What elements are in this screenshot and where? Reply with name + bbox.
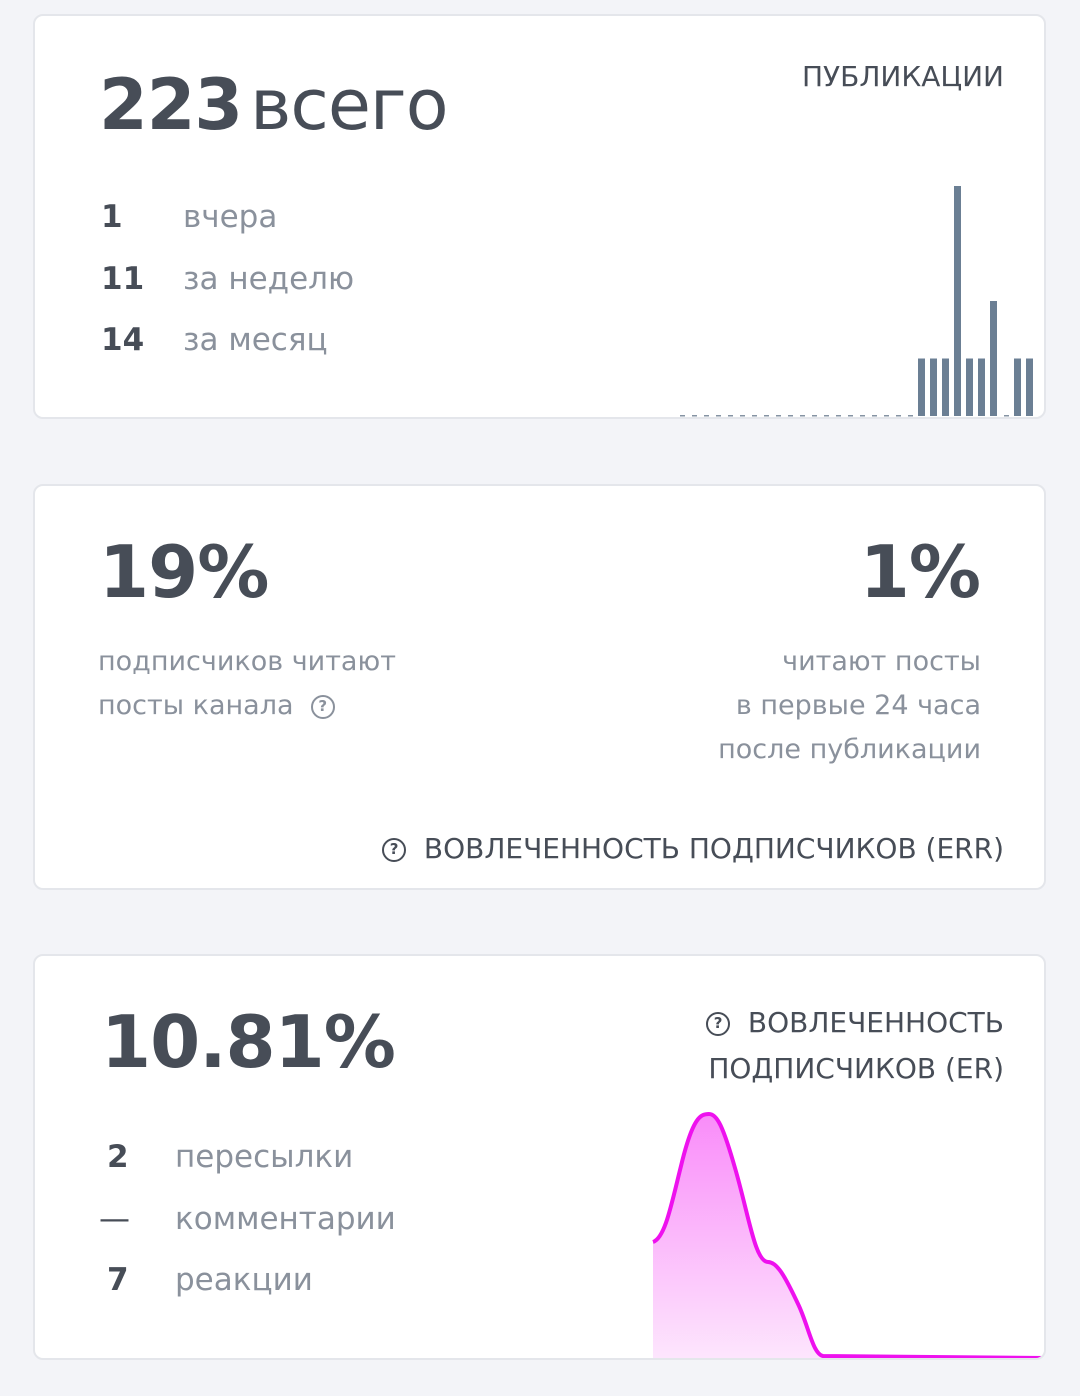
bar [764,415,769,417]
bar [776,415,781,417]
er-area-chart [651,1106,1044,1358]
caption-text: посты канала [98,690,294,721]
bar [752,415,757,417]
err-right-caption: читают посты в первые 24 часа после публ… [718,640,981,772]
publications-bar-chart [675,176,1044,417]
bar [954,186,961,416]
caption-line: после публикации [718,734,981,765]
bar [800,415,805,417]
err-footer: ? ВОВЛЕЧЕННОСТЬ ПОДПИСЧИКОВ (ERR) [382,832,1004,865]
err-right-value: 1% [859,530,981,614]
stat-label: комментарии [175,1201,396,1237]
total-label: всего [250,64,448,146]
bar [812,415,817,417]
er-title: ? ВОВЛЕЧЕННОСТЬ ПОДПИСЧИКОВ (ER) [706,1000,1004,1092]
bar [918,358,925,416]
publications-total: 223 всего [99,70,449,140]
err-left-value: 19% [99,530,269,614]
bar [908,415,913,417]
publications-card: 223 всего ПУБЛИКАЦИИ 1 вчера 11 за неделю 1… [33,14,1046,419]
bar [1004,415,1009,417]
stat-comments: — комментарии [99,1204,396,1235]
bar [1014,358,1021,416]
bar [930,358,937,416]
bar [1026,358,1033,416]
stat-label: реакции [175,1262,313,1298]
err-footer-label: ВОВЛЕЧЕННОСТЬ ПОДПИСЧИКОВ (ERR) [423,832,1004,865]
stat-value: — [99,1201,130,1237]
bar [824,415,829,417]
stat-reactions: 7 реакции [107,1265,313,1296]
err-left-caption: подписчиков читают посты канала ? [98,640,396,728]
bar [788,415,793,417]
publications-title: ПУБЛИКАЦИИ [802,60,1004,93]
bar [966,358,973,416]
stat-value: 7 [107,1262,129,1298]
bar [942,358,949,416]
stat-week: 11 за неделю [101,264,354,295]
bar [872,415,877,417]
caption-line: посты канала ? [98,684,396,728]
bar [680,415,685,417]
er-value: 10.81% [101,1000,396,1084]
help-icon[interactable]: ? [310,694,335,719]
bar [728,415,733,417]
stat-label: вчера [183,199,278,235]
total-number: 223 [99,64,243,146]
bar [990,301,997,416]
er-title-line: ПОДПИСЧИКОВ (ER) [708,1052,1004,1085]
bar [836,415,841,417]
stat-label: за месяц [183,322,328,358]
bar [692,415,697,417]
stat-value: 11 [101,261,145,297]
stat-value: 14 [101,322,145,358]
bar [896,415,901,417]
er-title-line: ВОВЛЕЧЕННОСТЬ [747,1006,1004,1039]
caption-line: читают посты [782,646,981,677]
stat-value: 2 [107,1139,129,1175]
bar [884,415,889,417]
bar [704,415,709,417]
bar [740,415,745,417]
er-card: 10.81% ? ВОВЛЕЧЕННОСТЬ ПОДПИСЧИКОВ (ER) … [33,954,1046,1360]
help-icon[interactable]: ? [382,838,407,862]
bar [860,415,865,417]
bar [848,415,853,417]
stat-value: 1 [101,199,123,235]
caption-line: в первые 24 часа [735,690,981,721]
stat-month: 14 за месяц [101,325,328,356]
stat-forwards: 2 пересылки [107,1142,353,1173]
bar [978,358,985,416]
stat-yesterday: 1 вчера [101,202,277,233]
err-card: 19% 1% подписчиков читают посты канала ?… [33,484,1046,890]
bar [716,415,721,417]
stat-label: за неделю [183,261,355,297]
stat-label: пересылки [175,1139,354,1175]
help-icon[interactable]: ? [706,1012,731,1036]
caption-line: подписчиков читают [98,646,396,677]
